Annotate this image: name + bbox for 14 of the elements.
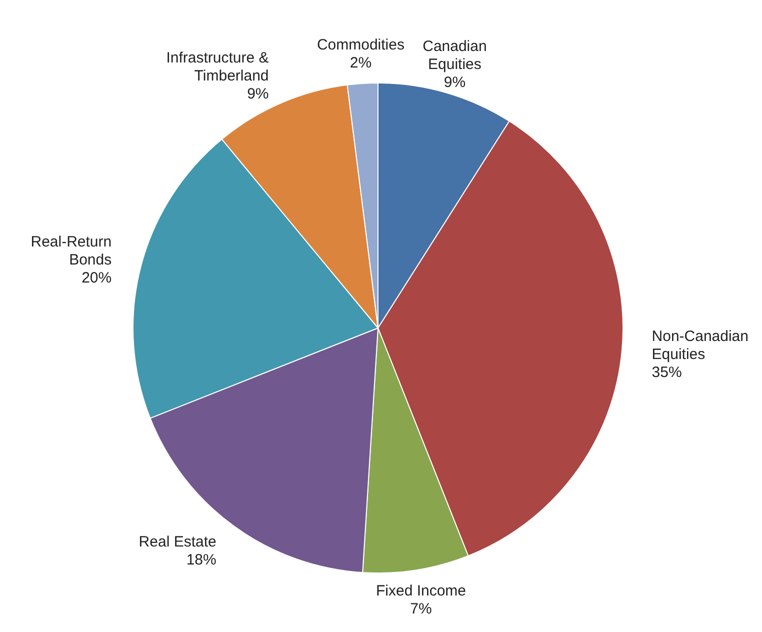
- slice-label: Canadian Equities: [422, 38, 487, 73]
- data-label: 7%: [410, 600, 432, 618]
- data-label: 35%: [652, 364, 682, 381]
- slice-label: Fixed Income: [376, 582, 466, 600]
- slice-label: Real Estate: [138, 533, 216, 550]
- slice-label: Real-Return Bonds: [30, 234, 112, 269]
- data-label: 20%: [82, 270, 112, 287]
- slice-label: Infrastructure & Timberland: [166, 50, 269, 85]
- data-label: 18%: [186, 551, 216, 568]
- data-label: 2%: [350, 54, 372, 72]
- slice-label: Non-Canadian Equities: [652, 328, 749, 363]
- slice-label: Commodities: [316, 36, 404, 54]
- data-label: 9%: [247, 86, 269, 103]
- data-label: 9%: [444, 74, 466, 91]
